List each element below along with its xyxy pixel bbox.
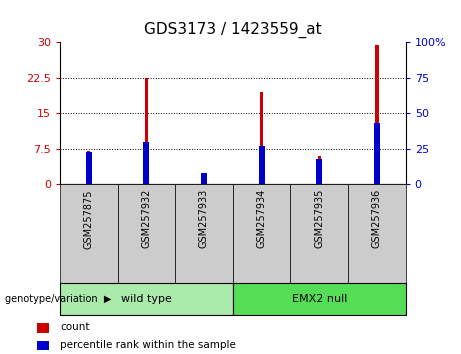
Text: GSM257933: GSM257933 — [199, 189, 209, 248]
Text: GSM257936: GSM257936 — [372, 189, 382, 248]
Bar — [145, 78, 148, 184]
Bar — [86, 152, 92, 184]
Bar — [233, 184, 290, 283]
Bar — [201, 173, 207, 184]
Bar — [118, 184, 175, 283]
Text: GSM257934: GSM257934 — [257, 189, 266, 248]
Bar — [233, 283, 406, 315]
Bar — [60, 283, 233, 315]
Bar — [37, 341, 48, 350]
Bar — [175, 184, 233, 283]
Bar — [143, 142, 149, 184]
Title: GDS3173 / 1423559_at: GDS3173 / 1423559_at — [144, 22, 322, 38]
Text: genotype/variation  ▶: genotype/variation ▶ — [5, 294, 111, 304]
Bar — [318, 156, 321, 184]
Text: wild type: wild type — [121, 294, 172, 304]
Bar — [375, 45, 378, 184]
Text: GSM257935: GSM257935 — [314, 189, 324, 249]
Bar — [348, 184, 406, 283]
Bar — [259, 146, 265, 184]
Bar — [316, 159, 322, 184]
Bar — [374, 123, 380, 184]
Text: EMX2 null: EMX2 null — [291, 294, 347, 304]
Bar — [37, 323, 48, 333]
Bar — [260, 92, 263, 184]
Text: percentile rank within the sample: percentile rank within the sample — [60, 340, 236, 350]
Bar — [290, 184, 348, 283]
Text: GSM257932: GSM257932 — [142, 189, 151, 249]
Bar — [60, 184, 118, 283]
Text: GSM257875: GSM257875 — [84, 189, 94, 249]
Bar — [87, 151, 90, 184]
Bar — [202, 177, 206, 184]
Text: count: count — [60, 322, 90, 332]
